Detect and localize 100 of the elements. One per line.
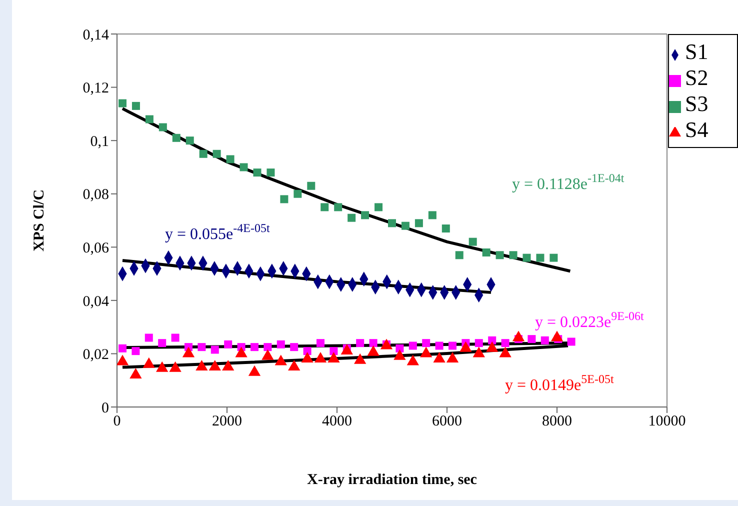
- point: [388, 219, 396, 228]
- point: [222, 360, 234, 371]
- point: [428, 211, 436, 220]
- point: [224, 340, 232, 348]
- point: [118, 344, 126, 352]
- legend-label: S3: [685, 91, 708, 116]
- point: [253, 168, 262, 177]
- x-tick-label: 2000: [212, 414, 242, 430]
- point: [250, 343, 258, 352]
- point: [276, 340, 285, 348]
- point: [367, 345, 380, 356]
- point: [509, 251, 518, 260]
- legend-label: S2: [685, 65, 708, 90]
- annotation: y = 0.1128e$^{-1E-04t}$: [512, 171, 625, 193]
- point: [522, 254, 531, 262]
- point: [248, 365, 261, 376]
- point: [348, 214, 356, 222]
- point: [158, 339, 166, 348]
- x-tick-label: 0: [113, 414, 121, 430]
- annotation: y = 0.0223e$^{9E-06t}$: [535, 309, 644, 331]
- point: [528, 335, 536, 344]
- point: [472, 346, 485, 358]
- point: [118, 99, 126, 108]
- point: [446, 352, 459, 363]
- point: [156, 361, 168, 372]
- point: [328, 352, 340, 363]
- point: [301, 352, 314, 363]
- x-tick-label: 8000: [542, 414, 572, 430]
- y-tick-label: 0,08: [82, 187, 109, 204]
- point: [144, 334, 153, 342]
- point: [117, 354, 129, 366]
- point: [132, 102, 140, 110]
- legend-label: S1: [685, 39, 708, 64]
- point: [145, 115, 154, 124]
- point: [488, 336, 496, 344]
- point: [374, 203, 383, 212]
- point: [394, 349, 406, 360]
- point: [361, 211, 370, 220]
- point: [314, 352, 327, 363]
- point: [264, 343, 272, 352]
- point: [198, 343, 206, 352]
- y-tick-label: 0,14: [82, 27, 110, 44]
- point: [303, 347, 312, 356]
- point: [468, 238, 477, 246]
- point: [414, 219, 423, 228]
- x-axis-title: X-ray irradiation time, sec: [307, 472, 478, 488]
- y-tick-label: 0,1: [90, 134, 109, 150]
- point: [567, 338, 576, 346]
- point: [550, 254, 558, 262]
- point: [408, 342, 417, 350]
- point: [274, 354, 287, 366]
- point: [262, 349, 274, 360]
- legend-label: S4: [685, 117, 708, 142]
- point: [186, 136, 194, 145]
- point: [406, 354, 419, 366]
- point: [356, 339, 364, 348]
- point: [171, 334, 180, 342]
- point: [420, 346, 432, 358]
- point: [496, 251, 504, 260]
- point: [460, 341, 472, 352]
- point: [499, 346, 512, 358]
- annotation: y = 0.055e$^{-4E-05t}$: [165, 221, 270, 243]
- point: [316, 339, 324, 348]
- point: [340, 344, 353, 355]
- y-tick-label: 0,12: [82, 80, 109, 97]
- point: [199, 150, 208, 158]
- point: [208, 360, 221, 371]
- point: [142, 357, 155, 368]
- point: [536, 254, 544, 262]
- point: [482, 248, 490, 256]
- point: [422, 339, 430, 348]
- point: [334, 203, 342, 212]
- point: [169, 361, 182, 372]
- x-tick-label: 6000: [432, 414, 462, 430]
- point: [294, 190, 302, 198]
- point: [354, 353, 366, 364]
- point: [212, 150, 221, 158]
- point: [235, 346, 248, 358]
- point: [501, 339, 510, 348]
- x-tick-label: 4000: [322, 414, 352, 430]
- point: [320, 203, 329, 212]
- point: [433, 352, 446, 363]
- point: [550, 330, 564, 342]
- point: [182, 346, 195, 358]
- point: [435, 342, 444, 350]
- point: [172, 134, 180, 142]
- point: [280, 195, 288, 204]
- point: [512, 330, 525, 342]
- point: [540, 336, 549, 344]
- point: [474, 339, 483, 348]
- point: [448, 342, 456, 350]
- point: [330, 347, 338, 356]
- point: [226, 155, 234, 164]
- x-tick-label: 10000: [648, 414, 686, 430]
- point: [196, 360, 208, 371]
- point: [240, 163, 248, 172]
- point: [158, 123, 167, 132]
- point: [442, 224, 450, 232]
- point: [132, 347, 140, 356]
- y-axis-title: XPS Cl/C: [31, 189, 48, 252]
